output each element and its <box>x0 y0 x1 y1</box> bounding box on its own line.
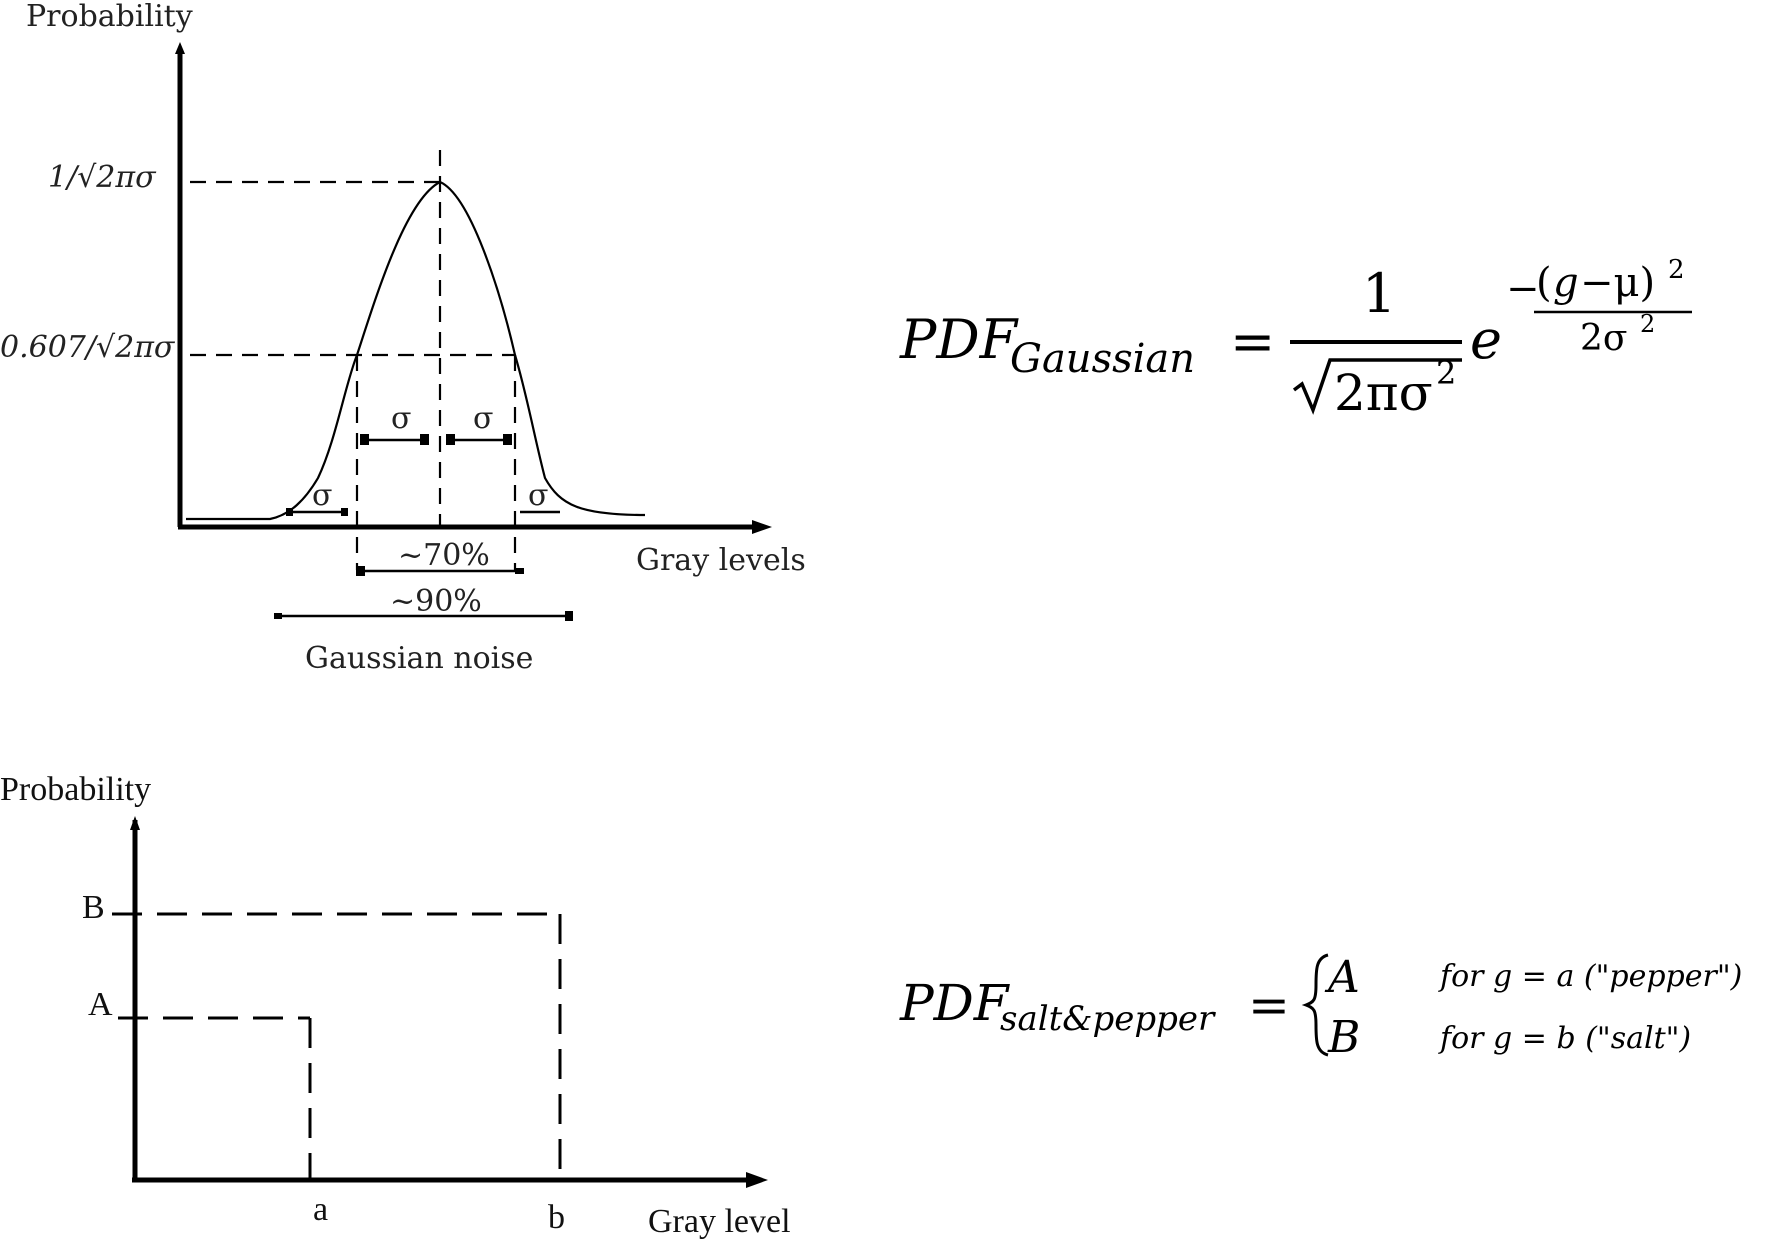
sqrt-icon <box>1292 358 1462 415</box>
saltpepper-formula-equals: = <box>1248 976 1290 1034</box>
sigma-label-left-mid: σ <box>391 401 411 436</box>
gaussian-formula: PDF Gaussian = 1 2πσ 2 e − ( g −μ) 2 2σ … <box>899 255 1692 422</box>
case2-value: B <box>1327 1012 1360 1063</box>
saltpepper-x-arrow-icon <box>746 1172 768 1188</box>
sigma-label-left-low: σ <box>312 478 332 513</box>
gaussian-formula-denominator: 2πσ <box>1334 364 1433 422</box>
saltpepper-y-label: Probability <box>0 771 151 808</box>
range-90-marker <box>274 613 282 619</box>
gaussian-formula-lhs: PDF <box>899 308 1020 371</box>
sigma-bar-marker <box>360 434 369 445</box>
case1-value: A <box>1324 952 1360 1003</box>
gaussian-formula-base: e <box>1470 308 1502 371</box>
sigma-bar-marker <box>286 508 293 516</box>
gaussian-exp-open: ( <box>1536 260 1552 306</box>
saltpepper-formula-subscript: salt&pepper <box>1000 999 1216 1039</box>
saltpepper-level-A: A <box>88 986 113 1023</box>
gaussian-y-label: Probability <box>26 0 193 34</box>
sigma-bar-marker <box>446 434 455 445</box>
gaussian-formula-equals: = <box>1230 310 1275 373</box>
gaussian-curve <box>186 180 646 521</box>
gaussian-exp-sign: − <box>1506 266 1540 312</box>
range-90-marker <box>565 611 573 621</box>
sigma-bar-marker <box>341 508 348 516</box>
saltpepper-y-arrow-icon <box>130 816 140 830</box>
gaussian-exp-pow: 2 <box>1668 255 1685 285</box>
case1-condition: for g = a ("pepper") <box>1438 959 1742 994</box>
gaussian-x-arrow-icon <box>752 520 772 534</box>
gaussian-formula-subscript: Gaussian <box>1010 336 1195 382</box>
gaussian-formula-denominator-exp: 2 <box>1436 354 1456 392</box>
sigma-bar-marker <box>420 434 429 445</box>
gaussian-x-label: Gray levels <box>636 543 806 578</box>
saltpepper-x-label: Gray level <box>648 1203 791 1240</box>
gaussian-peak-label: 1/√2πσ <box>48 160 157 195</box>
saltpepper-level-B: B <box>82 889 105 926</box>
gaussian-diagram: Probability Gray levels 1/√2πσ 0.607/√2π… <box>0 0 806 676</box>
saltpepper-formula: PDF salt&pepper = A for g = a ("pepper")… <box>899 952 1742 1063</box>
saltpepper-diagram: Probability Gray level B A a b <box>0 771 791 1240</box>
saltpepper-formula-lhs: PDF <box>899 974 1011 1032</box>
range-70-marker <box>515 568 524 574</box>
gaussian-caption: Gaussian noise <box>305 641 533 676</box>
range-90-label: ~90% <box>390 584 482 619</box>
range-70-label: ~70% <box>398 538 490 573</box>
gaussian-formula-numerator: 1 <box>1362 262 1396 325</box>
sigma-bar-marker <box>503 434 512 445</box>
brace-icon <box>1301 953 1329 1057</box>
gaussian-exp-den-pow: 2 <box>1640 310 1655 338</box>
gaussian-exp-rest: −μ) <box>1580 260 1655 306</box>
case2-condition: for g = b ("salt") <box>1438 1021 1691 1056</box>
sigma-label-right-mid: σ <box>473 401 493 436</box>
gaussian-shoulder-label: 0.607/√2πσ <box>0 330 176 365</box>
gaussian-y-arrow-icon <box>175 42 185 54</box>
saltpepper-tick-b: b <box>548 1199 565 1236</box>
saltpepper-tick-a: a <box>313 1191 328 1228</box>
gaussian-exp-var: g <box>1553 260 1579 306</box>
range-70-marker <box>356 566 365 576</box>
gaussian-exp-den: 2σ <box>1580 318 1627 359</box>
sigma-label-right-low: σ <box>528 478 548 513</box>
